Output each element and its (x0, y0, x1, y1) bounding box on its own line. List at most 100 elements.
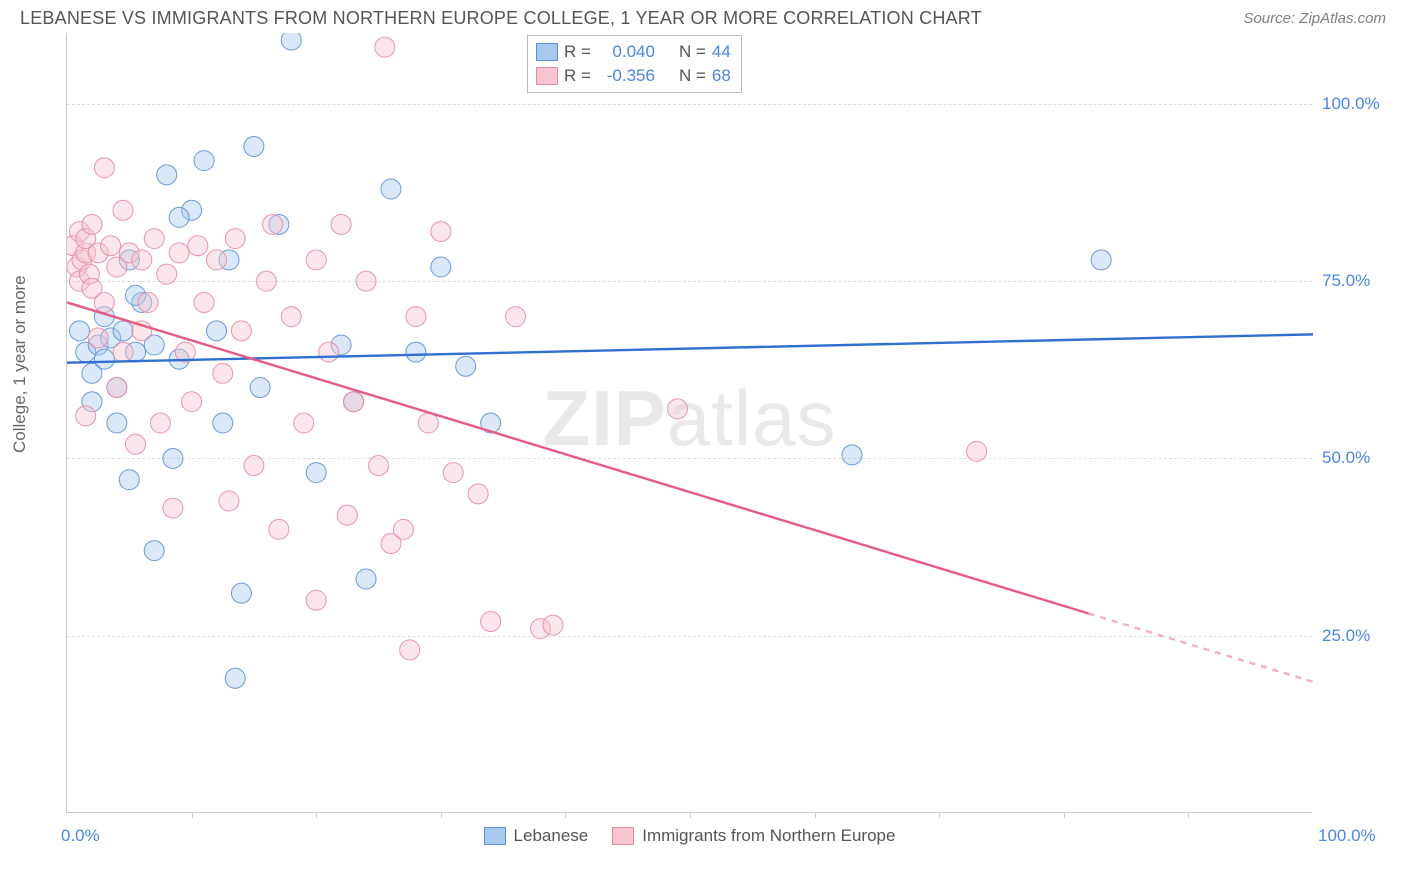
data-point (150, 413, 170, 433)
data-point (319, 342, 339, 362)
data-point (306, 463, 326, 483)
correlation-legend-row: R =0.040 N =44 (536, 40, 731, 64)
data-point (219, 491, 239, 511)
data-point (138, 292, 158, 312)
data-point (369, 456, 389, 476)
data-point (207, 250, 227, 270)
data-point (82, 214, 102, 234)
data-point (213, 413, 233, 433)
data-point (375, 37, 395, 57)
data-point (144, 541, 164, 561)
data-point (431, 257, 451, 277)
data-point (88, 328, 108, 348)
data-point (194, 292, 214, 312)
data-point (967, 441, 987, 461)
data-point (668, 399, 688, 419)
data-point (306, 590, 326, 610)
data-point (144, 229, 164, 249)
data-point (157, 165, 177, 185)
y-axis-label: College, 1 year or more (10, 275, 30, 453)
data-point (400, 640, 420, 660)
data-point (94, 158, 114, 178)
data-point (393, 519, 413, 539)
series-legend-item: Immigrants from Northern Europe (612, 826, 895, 846)
data-point (406, 307, 426, 327)
data-point (294, 413, 314, 433)
n-label: N = (679, 40, 706, 64)
data-point (481, 612, 501, 632)
legend-swatch (536, 43, 558, 61)
plot-svg (67, 33, 1313, 813)
data-point (337, 505, 357, 525)
data-point (256, 271, 276, 291)
data-point (113, 200, 133, 220)
data-point (250, 378, 270, 398)
legend-swatch (536, 67, 558, 85)
data-point (381, 179, 401, 199)
r-value: 0.040 (597, 40, 655, 64)
data-point (443, 463, 463, 483)
data-point (188, 236, 208, 256)
data-point (231, 321, 251, 341)
legend-swatch (484, 827, 506, 845)
data-point (76, 406, 96, 426)
data-point (225, 229, 245, 249)
data-point (169, 207, 189, 227)
chart-title: LEBANESE VS IMMIGRANTS FROM NORTHERN EUR… (20, 8, 982, 29)
data-point (263, 214, 283, 234)
data-point (69, 321, 89, 341)
series-legend-label: Immigrants from Northern Europe (642, 826, 895, 846)
data-point (107, 413, 127, 433)
legend-swatch (612, 827, 634, 845)
data-point (126, 434, 146, 454)
correlation-legend: R =0.040N =44R =-0.356N =68 (527, 35, 742, 93)
x-tick-label: 100.0% (1318, 826, 1382, 846)
r-label: R = (564, 40, 591, 64)
series-legend-label: Lebanese (514, 826, 589, 846)
data-point (269, 519, 289, 539)
data-point (163, 448, 183, 468)
data-point (107, 378, 127, 398)
plot-region: 25.0%50.0%75.0%100.0%0.0%100.0%ZIPatlasR… (66, 33, 1312, 813)
data-point (356, 569, 376, 589)
data-point (182, 392, 202, 412)
r-label: R = (564, 64, 591, 88)
data-point (244, 136, 264, 156)
data-point (244, 456, 264, 476)
series-legend-item: Lebanese (484, 826, 589, 846)
data-point (506, 307, 526, 327)
series-legend: Lebanese Immigrants from Northern Europe (67, 826, 1312, 846)
data-point (231, 583, 251, 603)
data-point (94, 292, 114, 312)
y-tick-label: 25.0% (1322, 626, 1386, 646)
data-point (132, 250, 152, 270)
data-point (225, 668, 245, 688)
n-value: 44 (712, 40, 731, 64)
data-point (418, 413, 438, 433)
n-label: N = (679, 64, 706, 88)
data-point (157, 264, 177, 284)
data-point (356, 271, 376, 291)
correlation-legend-row: R =-0.356N =68 (536, 64, 731, 88)
data-point (207, 321, 227, 341)
y-tick-label: 75.0% (1322, 271, 1386, 291)
data-point (1091, 250, 1111, 270)
data-point (456, 356, 476, 376)
trend-line (67, 302, 1089, 613)
data-point (169, 243, 189, 263)
data-point (94, 349, 114, 369)
data-point (113, 342, 133, 362)
data-point (281, 33, 301, 50)
r-value: -0.356 (597, 64, 655, 88)
chart-header: LEBANESE VS IMMIGRANTS FROM NORTHERN EUR… (0, 0, 1406, 33)
data-point (306, 250, 326, 270)
data-point (119, 470, 139, 490)
data-point (281, 307, 301, 327)
data-point (431, 222, 451, 242)
data-point (543, 615, 563, 635)
data-point (406, 342, 426, 362)
data-point (331, 214, 351, 234)
trend-line-dashed (1089, 614, 1313, 682)
data-point (101, 236, 121, 256)
data-point (194, 151, 214, 171)
